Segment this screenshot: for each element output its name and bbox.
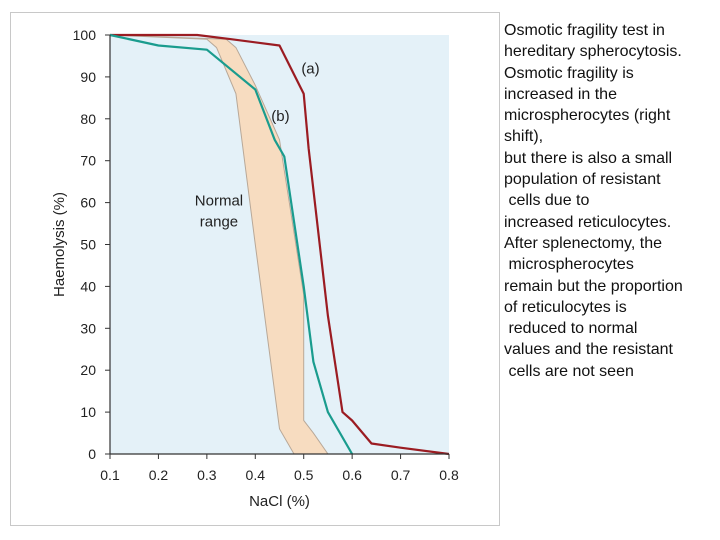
y-tick-label: 20 bbox=[80, 362, 96, 378]
x-tick-label: 0.2 bbox=[149, 467, 169, 483]
x-axis-title: NaCl (%) bbox=[249, 493, 310, 510]
y-tick-label: 100 bbox=[73, 27, 97, 43]
y-tick-label: 60 bbox=[80, 195, 96, 211]
series-line-a bbox=[110, 33, 450, 456]
series-line-b bbox=[109, 33, 354, 455]
x-tick-label: 0.4 bbox=[246, 467, 266, 483]
x-tick-label: 0.6 bbox=[342, 467, 362, 483]
normal-range-label-line2: range bbox=[200, 213, 238, 230]
y-tick-label: 50 bbox=[80, 237, 96, 253]
y-axis-title: Haemolysis (%) bbox=[51, 192, 68, 297]
caption-text: Osmotic fragility test in hereditary sph… bbox=[504, 22, 683, 380]
y-tick-label: 80 bbox=[80, 111, 96, 127]
x-tick-label: 0.1 bbox=[100, 467, 120, 483]
x-tick-label: 0.8 bbox=[439, 467, 459, 483]
series-label-a: (a) bbox=[301, 61, 319, 78]
normal-range-band bbox=[109, 34, 329, 455]
x-tick-label: 0.7 bbox=[391, 467, 411, 483]
y-tick-label: 90 bbox=[80, 69, 96, 85]
y-tick-label: 30 bbox=[80, 320, 96, 336]
normal-range-label-line1: Normal bbox=[195, 193, 243, 210]
y-tick-label: 70 bbox=[80, 153, 96, 169]
x-tick-label: 0.5 bbox=[294, 467, 314, 483]
series-label-b: (b) bbox=[271, 108, 289, 125]
y-tick-label: 40 bbox=[80, 278, 96, 294]
y-tick-label: 10 bbox=[80, 404, 96, 420]
x-tick-label: 0.3 bbox=[197, 467, 217, 483]
y-tick-label: 0 bbox=[88, 446, 96, 462]
